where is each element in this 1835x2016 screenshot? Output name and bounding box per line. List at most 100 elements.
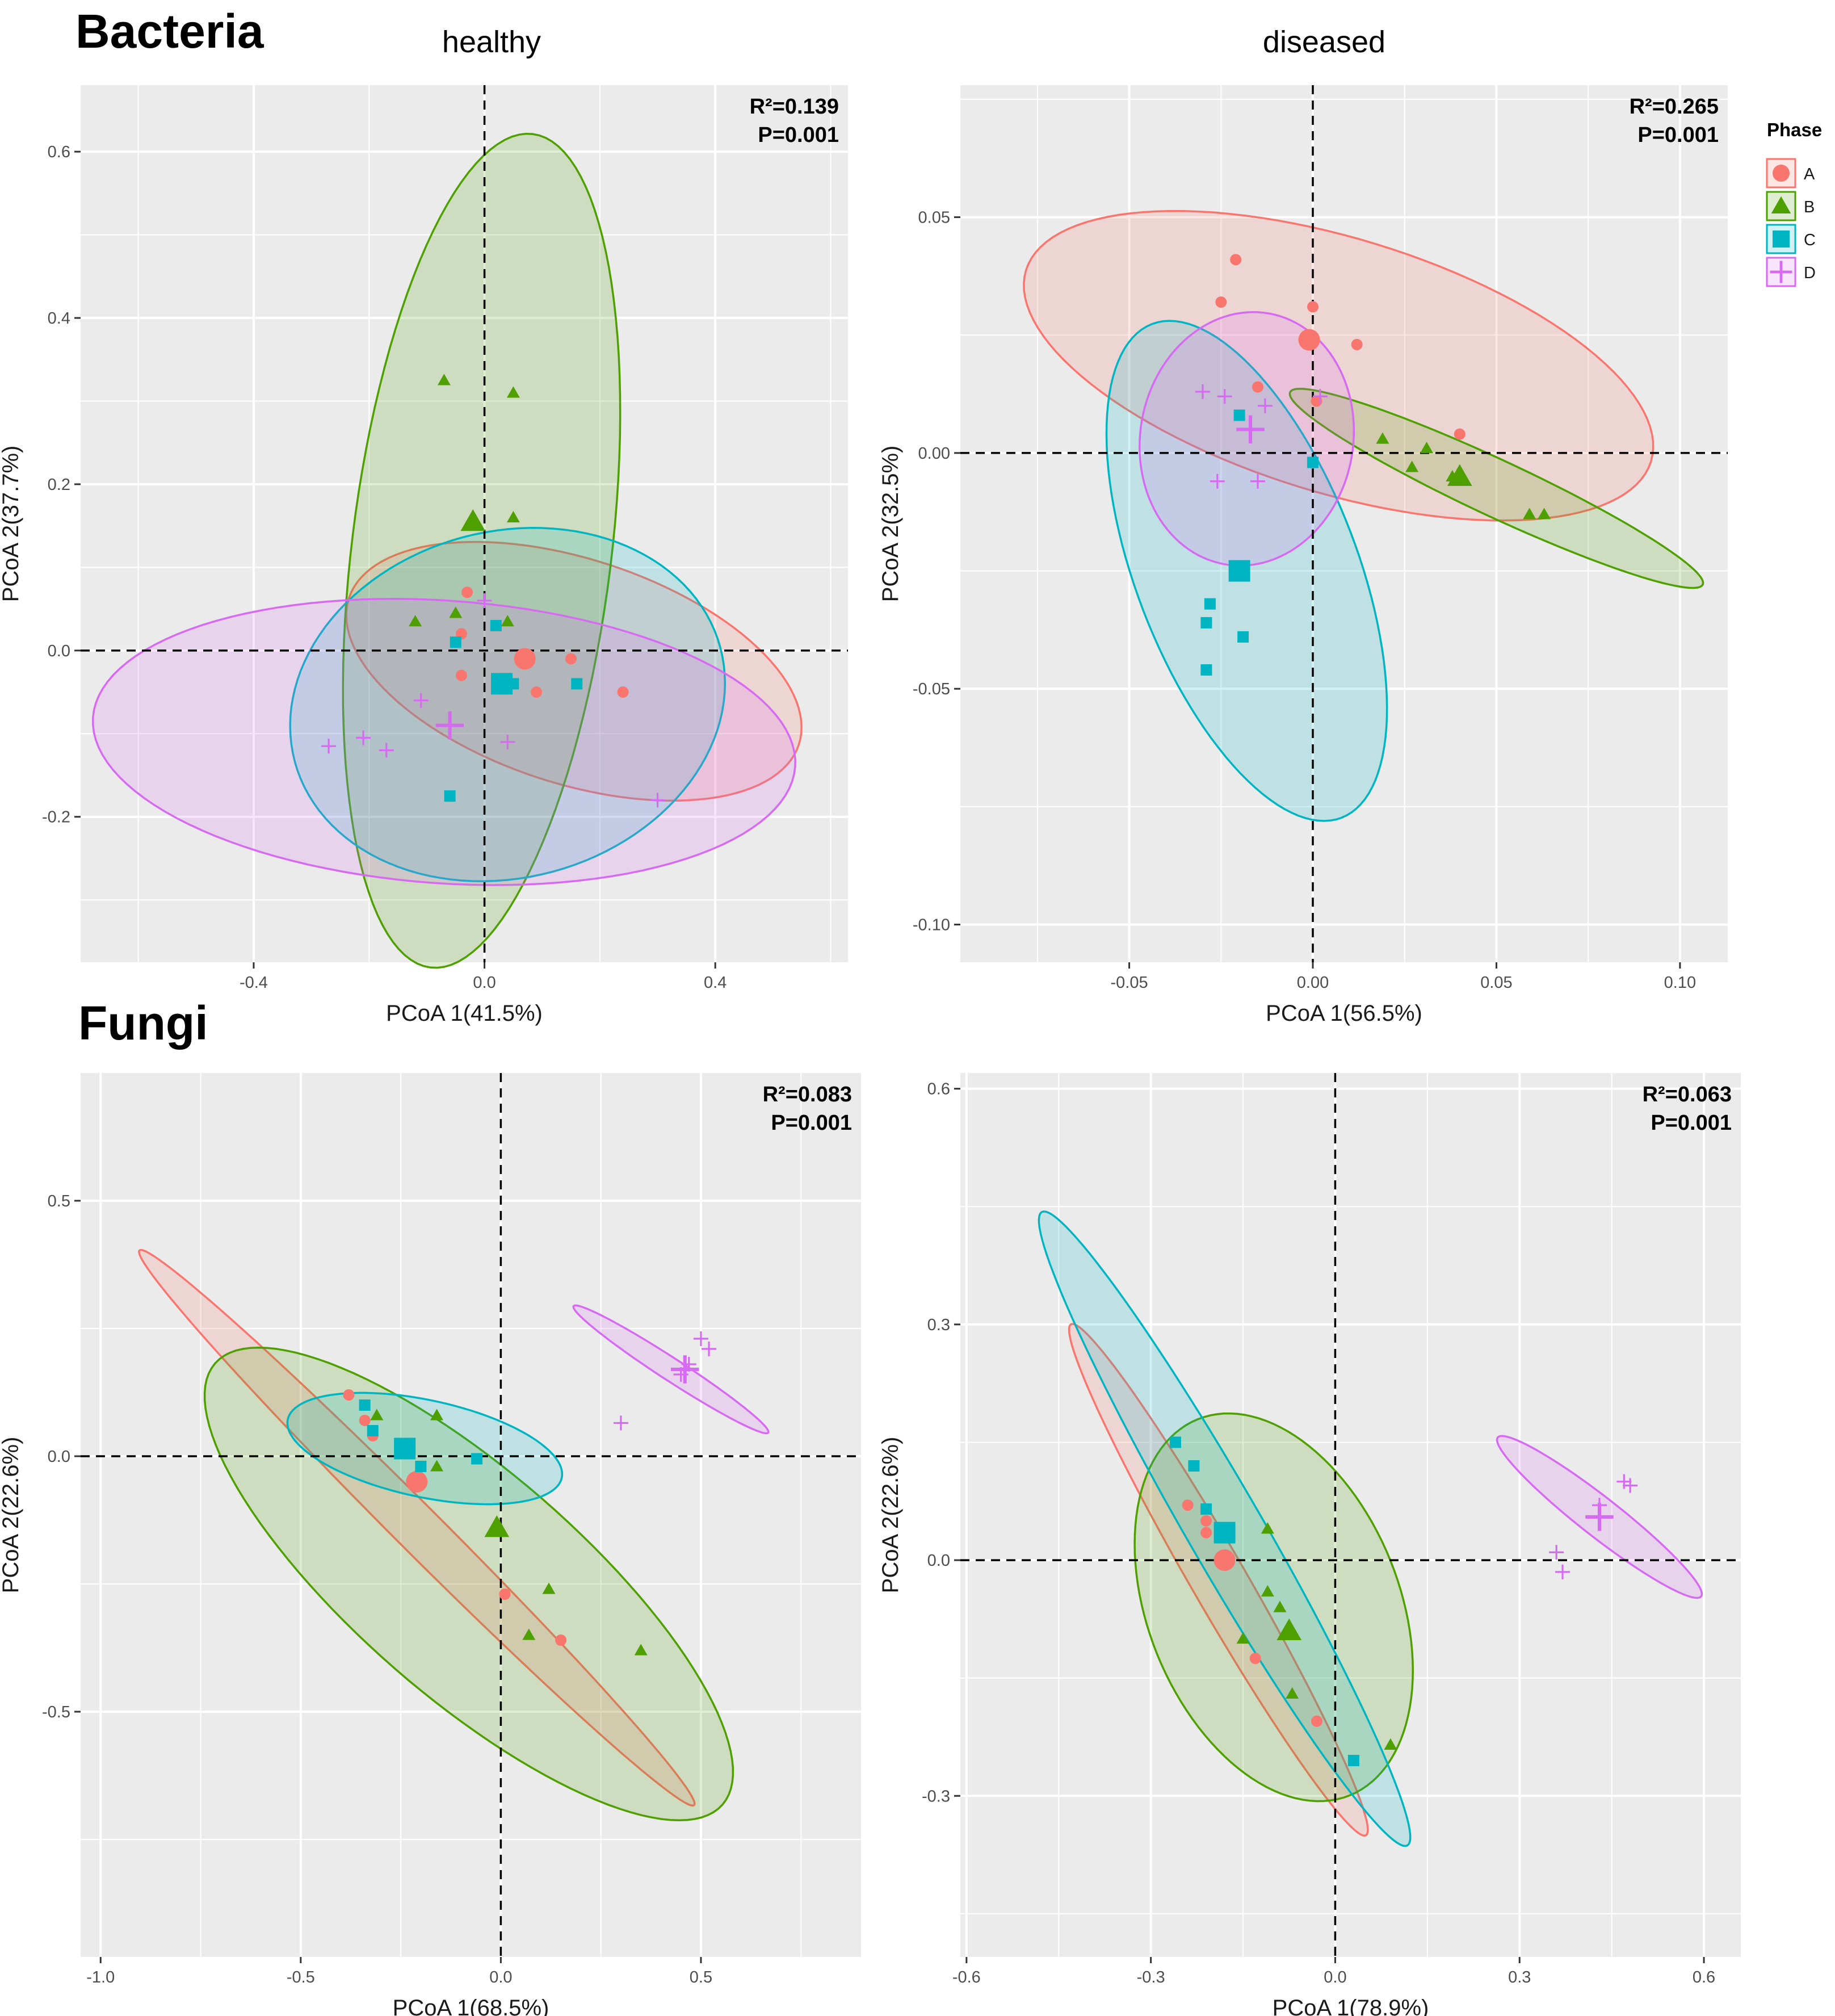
point-d [1616, 1474, 1632, 1489]
point-a [555, 1634, 567, 1646]
centroid-b [484, 1515, 510, 1537]
column-title-healthy: healthy [442, 25, 541, 59]
y-axis-ticks: -0.10 -0.05 0.00 0.05 [913, 209, 960, 934]
centroid-a [514, 648, 536, 670]
legend-label-a: A [1804, 165, 1815, 183]
centroid-b [460, 509, 486, 531]
legend-marker-a [1773, 165, 1790, 182]
legend-key-c [1766, 224, 1796, 254]
point-b [449, 606, 463, 618]
x-axis-title: PCoA 1(41.5%) [386, 1001, 543, 1026]
legend-label-d: D [1804, 264, 1816, 282]
y-axis-title: PCoA 2(22.6%) [878, 1437, 903, 1594]
point-b [430, 1460, 444, 1472]
ellipse-b [203, 1346, 734, 1822]
y-tick-label: -0.10 [913, 916, 950, 934]
y-tick-label: 0.6 [927, 1080, 950, 1099]
point-d [1623, 1478, 1638, 1493]
y-tick-label: 0.3 [927, 1316, 950, 1334]
y-axis-ticks: -0.5 0.0 0.5 [42, 1192, 81, 1721]
x-axis-title: PCoA 1(56.5%) [1266, 1001, 1422, 1026]
point-b [1376, 432, 1389, 444]
point-a [1307, 301, 1319, 313]
point-d [1217, 389, 1232, 404]
gridlines [960, 85, 1728, 962]
centroid-c [1213, 1522, 1236, 1544]
plot-bacteria-diseased: -0.05 0.00 0.05 0.10 -0.10 -0.05 0.00 0.05 R²=… [878, 85, 1728, 1026]
x-tick-label: 0.5 [690, 1968, 712, 1986]
p-value-label: P=0.001 [1637, 123, 1719, 147]
point-b [430, 1409, 444, 1420]
point-a [1351, 338, 1363, 350]
y-tick-label: 0.0 [927, 1552, 950, 1570]
y-tick-label: -0.5 [42, 1703, 70, 1721]
x-axis-title: PCoA 1(78.9%) [1273, 1996, 1429, 2016]
point-d [702, 1342, 717, 1356]
point-d [1250, 473, 1265, 489]
centroid-b [1447, 464, 1472, 486]
point-c [1200, 664, 1212, 676]
point-d [356, 730, 371, 745]
x-tick-label: -0.5 [287, 1968, 315, 1986]
point-b [437, 374, 451, 385]
point-c [415, 1461, 427, 1472]
point-a [617, 686, 629, 698]
point-a [359, 1415, 371, 1426]
x-tick-label: 0.05 [1480, 974, 1512, 992]
gridlines [81, 85, 848, 962]
x-tick-label: 0.0 [489, 1968, 512, 1986]
x-tick-label: 0.10 [1664, 974, 1696, 992]
section-title-fungi: Fungi [78, 996, 208, 1050]
point-b [409, 615, 422, 627]
x-tick-label: -1.0 [86, 1968, 115, 1986]
point-d [1195, 384, 1210, 399]
legend-label-b: B [1804, 198, 1815, 216]
r-squared-label: R²=0.083 [763, 1083, 852, 1107]
y-tick-label: -0.05 [913, 680, 950, 698]
zero-reference-lines [81, 1073, 861, 1957]
point-b [634, 1644, 648, 1655]
r-squared-label: R²=0.063 [1643, 1083, 1732, 1107]
centroid-a [406, 1471, 428, 1493]
ellipse-b [342, 132, 622, 969]
y-tick-label: 0.4 [48, 309, 70, 328]
x-axis-ticks: -0.05 0.00 0.05 0.10 [1111, 962, 1696, 992]
centroid-d [1236, 415, 1265, 444]
point-b [1405, 460, 1419, 472]
x-tick-label: -0.3 [1137, 1968, 1165, 1986]
plot-fungi-healthy: -1.0 -0.5 0.0 0.5 -0.5 0.0 0.5 R²=0.083 P=0.0… [0, 1073, 861, 2016]
x-tick-label: 0.00 [1297, 974, 1329, 992]
x-axis-ticks: -0.4 0.0 0.4 [240, 962, 727, 992]
legend-marker-c [1773, 230, 1790, 248]
point-a [499, 1589, 511, 1600]
x-axis-title: PCoA 1(68.5%) [393, 1996, 549, 2016]
point-c [1233, 409, 1245, 421]
point-b [501, 615, 514, 627]
y-tick-label: 0.0 [48, 1448, 70, 1466]
y-axis-ticks: -0.2 0.0 0.2 0.4 0.6 [42, 143, 81, 827]
point-b [506, 386, 520, 398]
point-c [1307, 456, 1319, 468]
x-tick-label: -0.4 [240, 974, 268, 992]
point-a [1454, 428, 1466, 440]
y-tick-label: -0.3 [922, 1787, 950, 1805]
y-tick-label: -0.2 [42, 808, 70, 827]
point-b [506, 511, 520, 523]
r-squared-label: R²=0.265 [1630, 95, 1719, 119]
plot-background [81, 1073, 861, 1957]
point-c [490, 619, 502, 631]
confidence-ellipses [137, 1248, 770, 1822]
section-title-bacteria: Bacteria [75, 5, 264, 58]
point-a [565, 653, 577, 665]
point-d [379, 743, 394, 758]
point-d [1257, 398, 1273, 413]
point-b [1273, 1600, 1287, 1612]
point-c [359, 1399, 371, 1411]
centroid-b [1276, 1618, 1302, 1641]
point-a [1200, 1527, 1212, 1539]
y-tick-label: 0.5 [48, 1192, 70, 1210]
centroid-d [435, 711, 464, 740]
